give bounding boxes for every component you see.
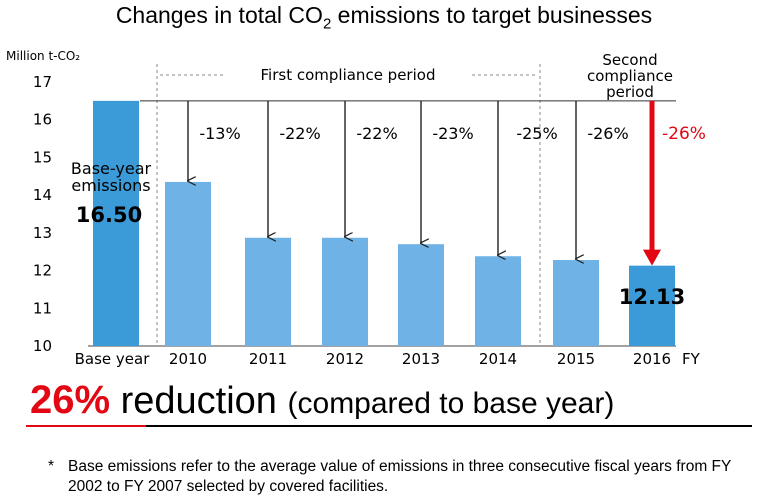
x-axis-unit: FY [682,350,701,368]
chart-title: Changes in total CO2 emissions to target… [115,2,653,33]
y-tick-label: 13 [33,224,52,242]
headline-underline-red [26,425,146,427]
period-label-second: Second [602,51,657,69]
last-value-label: 12.13 [619,285,685,309]
footnote-text: Base emissions refer to the average valu… [68,458,732,495]
x-tick-label: 2016 [633,350,671,368]
bar [322,237,368,346]
reduction-label-highlight: -26% [662,124,706,144]
x-tick-label: 2011 [249,350,287,368]
x-tick-label: 2013 [402,350,440,368]
y-tick-label: 12 [33,262,52,280]
x-tick-label: 2015 [557,350,595,368]
bar [398,244,444,346]
footnote-star: * [48,458,55,475]
y-tick-label: 16 [33,111,52,129]
base-label-line1: Base-year [71,159,152,178]
bar [553,260,599,346]
bar-chart: 10 11 12 13 14 15 16 17 Million t-CO₂ First comp… [6,49,706,368]
y-tick-label: 14 [33,186,52,204]
headline-underline-black [146,425,752,427]
x-tick-label: 2010 [169,350,207,368]
reduction-label: -13% [199,124,240,143]
base-label-line2: emissions [71,176,150,195]
headline-word: reduction [110,380,288,422]
reduction-label: -22% [279,124,320,143]
headline: 26% reduction (compared to base year) [30,378,614,423]
bar [93,100,139,346]
base-value-label: 16.50 [76,203,142,227]
bar [165,181,211,346]
reduction-label: -25% [516,124,557,143]
period-label-second: period [606,83,654,101]
reduction-label: -23% [432,124,473,143]
bar [245,237,291,346]
x-tick-label: Base year [75,350,151,368]
bar [629,265,675,346]
period-label-second: compliance [587,67,673,85]
bar [475,256,521,346]
y-axis-label: Million t-CO₂ [6,49,80,63]
y-tick-label: 15 [33,148,52,166]
reduction-label: -22% [356,124,397,143]
period-label-first: First compliance period [261,66,436,84]
reduction-arrowhead-highlight [643,249,661,266]
y-tick-label: 11 [33,299,52,317]
headline-paren: (compared to base year) [287,387,615,420]
y-tick-label: 10 [33,337,52,355]
y-tick-label: 17 [33,73,52,91]
headline-percent: 26% [30,378,111,422]
x-tick-label: 2012 [326,350,364,368]
reduction-label: -26% [587,124,628,143]
x-tick-label: 2014 [479,350,517,368]
